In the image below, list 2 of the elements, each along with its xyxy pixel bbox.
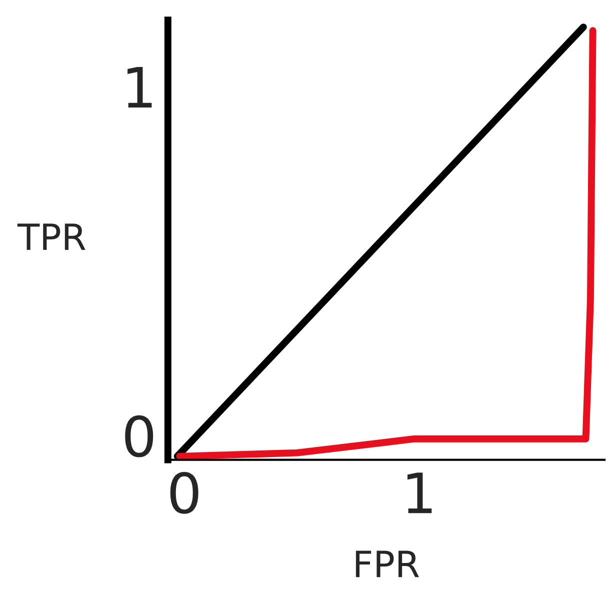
y-axis-title: TPR (17, 224, 86, 250)
x-axis-title: FPR (356, 550, 420, 578)
